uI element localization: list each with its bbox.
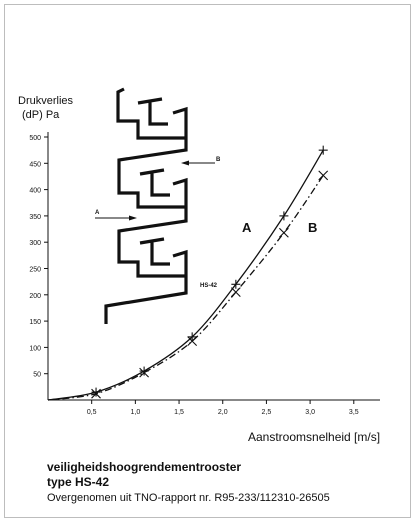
- series-b-point: [279, 227, 289, 238]
- series-b-point: [187, 336, 198, 346]
- y-tick-label: 400: [29, 188, 41, 195]
- caption: veiligheidshoogrendementrooster type HS-…: [47, 460, 330, 507]
- series-b-point: [91, 388, 101, 399]
- series-a-point: [279, 211, 289, 221]
- caption-title: veiligheidshoogrendementrooster: [47, 460, 242, 474]
- louvre-inner-profile-1: [137, 97, 168, 126]
- y-tick-label: 300: [29, 240, 41, 247]
- x-tick-label: 2,5: [262, 409, 272, 416]
- y-tick-label: 500: [29, 135, 41, 142]
- arrow-a: A: [95, 210, 137, 221]
- y-tick-label: 100: [29, 345, 41, 352]
- figure-frame: [4, 4, 411, 518]
- x-tick-label: 1,0: [131, 409, 141, 416]
- louvre-inner-profile-3: [139, 237, 170, 266]
- caption-source-note: Overgenomen uit TNO-rapport nr. R95-233/…: [47, 492, 330, 504]
- y-axis-title-line1: Drukverlies: [18, 95, 74, 107]
- series-b-point: [139, 367, 149, 378]
- arrow-b-label: B: [216, 157, 221, 163]
- y-tick-label: 150: [29, 319, 41, 326]
- y-tick-label: 50: [33, 372, 41, 379]
- louvre-profile-drawing: [104, 87, 188, 324]
- louvre-outer-wall: [104, 87, 188, 324]
- series-a-label: A: [242, 220, 252, 235]
- x-tick-label: 0,5: [87, 409, 97, 416]
- x-tick-label: 1,5: [174, 409, 184, 416]
- series-b-label: B: [308, 220, 317, 235]
- y-tick-label: 250: [29, 267, 41, 274]
- series-b-point: [318, 170, 329, 181]
- x-axis-title: Aanstroomsnelheid [m/s]: [248, 430, 381, 444]
- arrow-b: B: [181, 157, 221, 166]
- y-tick-label: 450: [29, 161, 41, 168]
- arrow-a-label: A: [95, 210, 100, 216]
- louvre-inner-profile-2: [139, 168, 170, 197]
- y-tick-label: 200: [29, 293, 41, 300]
- x-tick-label: 2,0: [218, 409, 228, 416]
- y-tick-label: 350: [29, 214, 41, 221]
- model-annotation: HS-42: [200, 283, 218, 289]
- series-a-point: [91, 387, 101, 397]
- series-a-point: [231, 279, 241, 289]
- y-axis-title: Drukverlies (dP) Pa: [18, 94, 73, 122]
- series-a-point: [187, 332, 197, 342]
- x-tick-label: 3,0: [305, 409, 315, 416]
- x-tick-label: 3,5: [349, 409, 359, 416]
- y-axis-title-line2: (dP) Pa: [22, 109, 60, 121]
- series-b-point: [230, 287, 241, 298]
- series-a-point: [318, 145, 328, 155]
- caption-subtitle: type HS-42: [47, 475, 110, 489]
